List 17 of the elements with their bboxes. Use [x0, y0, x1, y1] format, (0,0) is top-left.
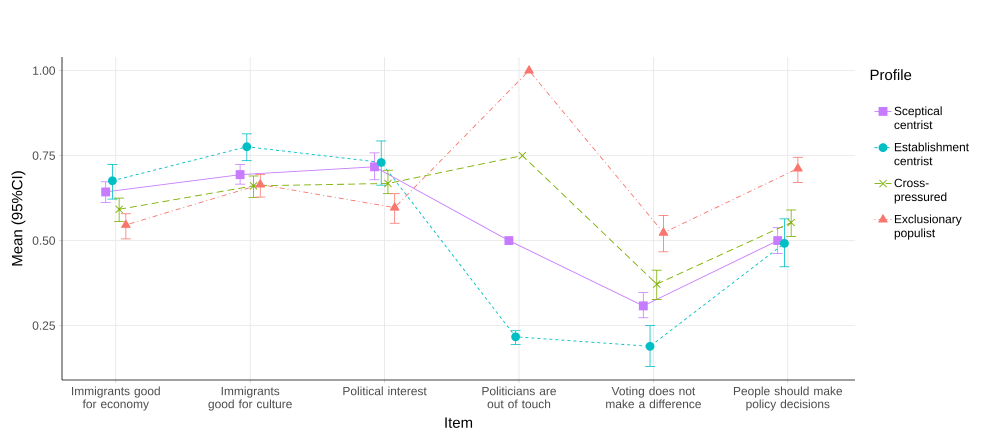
legend-label: Establishment centrist	[894, 142, 969, 166]
x-tick-label: Voting does not make a difference	[606, 386, 701, 408]
x-tick-label: Political interest	[343, 386, 427, 396]
legend-label: Sceptical centrist	[894, 106, 942, 130]
legend-title: Profile	[870, 69, 912, 80]
y-tick-label: 0.75	[32, 151, 55, 160]
legend-label: Exclusionary populist	[894, 214, 962, 240]
x-axis-title: Item	[445, 417, 472, 428]
y-tick-label: 0.25	[32, 321, 55, 330]
x-tick-label: People should make policy decisions	[734, 386, 842, 411]
x-tick-label: Politicians are out of touch	[482, 386, 556, 408]
x-tick-label: Immigrants good for economy	[72, 386, 160, 411]
x-tick-label: Immigrants good for culture	[208, 386, 292, 411]
y-tick-label: 1.00	[33, 66, 56, 75]
y-tick-label: 0.50	[32, 236, 56, 245]
y-axis-title: Mean (95%CI)	[11, 171, 26, 266]
legend-label: Cross-pressured	[894, 178, 946, 204]
